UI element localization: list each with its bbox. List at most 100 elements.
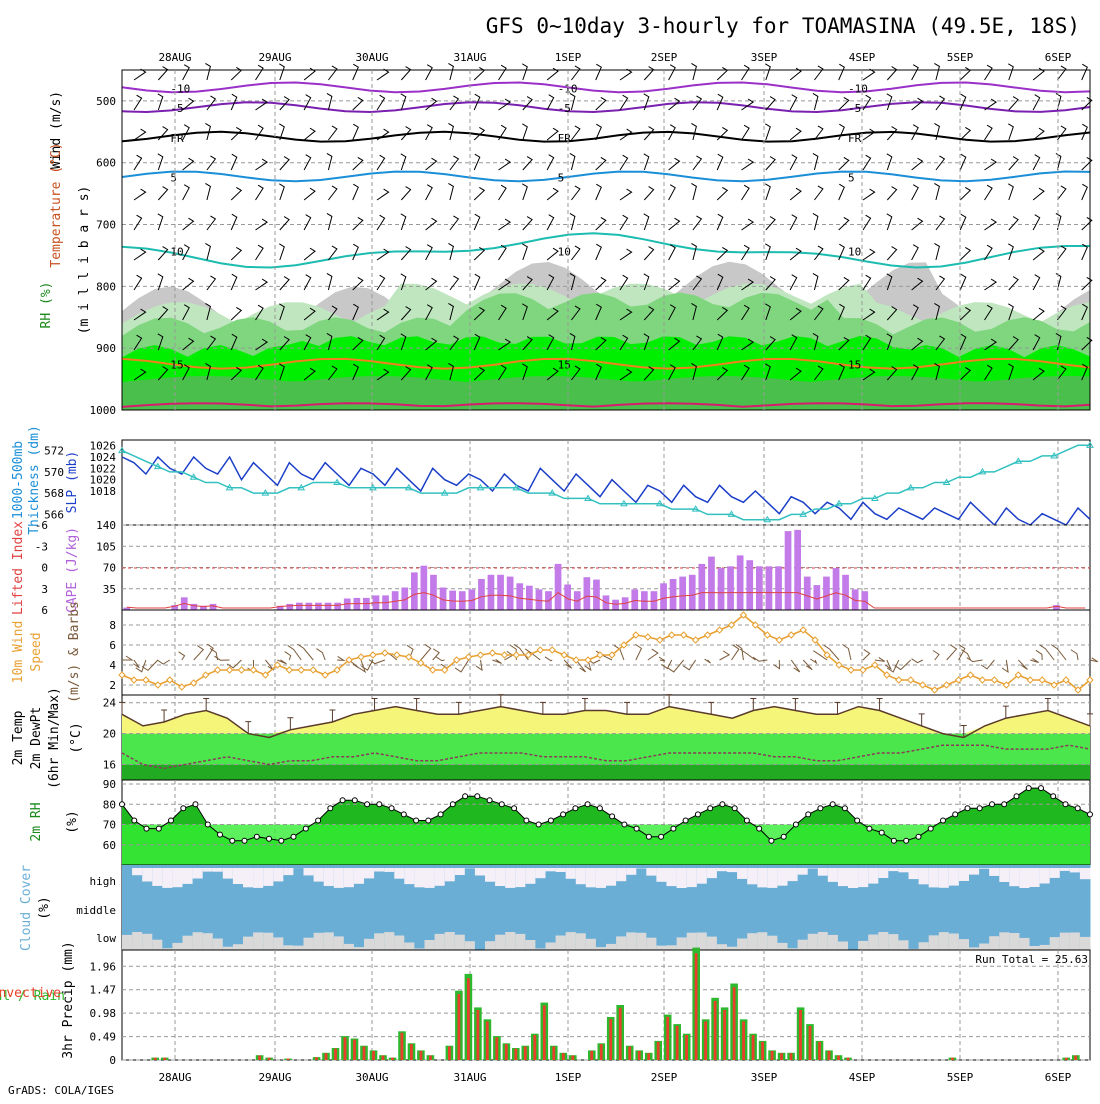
cloud-low-gap <box>818 932 829 950</box>
precip-bar-convective <box>467 978 470 1060</box>
sounding-ytick: 500 <box>96 95 116 108</box>
cloud-low-gap <box>1060 933 1071 950</box>
date-label-top: 4SEP <box>849 51 876 64</box>
cloud-high-gap <box>777 868 788 886</box>
rh-marker <box>806 812 811 817</box>
cloud-high-gap <box>283 868 294 875</box>
rh-marker <box>634 826 639 831</box>
cloud-high-gap <box>525 868 536 884</box>
rh-tick: 80 <box>103 798 116 811</box>
cloud-low-gap <box>485 941 496 950</box>
cloud-high-gap <box>404 868 415 884</box>
thickness-tick: 572 <box>44 445 64 458</box>
cloud-low-gap <box>172 943 183 950</box>
precip-tick: 0.49 <box>90 1031 117 1044</box>
cloud-low-gap <box>263 933 274 950</box>
cloud-low-gap <box>132 932 143 950</box>
date-label-top: 30AUG <box>355 51 388 64</box>
rh-marker <box>830 802 835 807</box>
cloud-column <box>304 865 315 950</box>
cloud-low-gap <box>515 934 526 950</box>
cloud-high-gap <box>1070 868 1081 872</box>
cloud-high-gap <box>334 868 345 888</box>
date-label-bottom: 3SEP <box>751 1071 778 1084</box>
date-label-bottom: 5SEP <box>947 1071 974 1084</box>
rh-marker <box>365 802 370 807</box>
lifted-index-tick: 6 <box>41 604 48 617</box>
cloud-high-gap <box>798 868 809 875</box>
cloud-low-gap <box>898 940 909 950</box>
cloud-low-gap <box>324 932 335 950</box>
rh-marker <box>732 806 737 811</box>
rh-marker <box>622 822 627 827</box>
cloud-high-gap <box>616 868 627 881</box>
date-label-top: 5SEP <box>947 51 974 64</box>
cloud-high-gap <box>535 868 546 878</box>
rh-marker <box>316 818 321 823</box>
rh-marker <box>1063 802 1068 807</box>
temp-label-2: 2m DewPt <box>29 707 44 770</box>
precip-bar-convective <box>514 1049 517 1060</box>
rh-marker <box>977 806 982 811</box>
precip-bar-convective <box>344 1037 347 1060</box>
rh-marker <box>499 802 504 807</box>
precip-bar-convective <box>799 1010 802 1060</box>
temp-tick: 20 <box>103 728 116 741</box>
temp-contour-label: 5 <box>170 171 177 184</box>
date-label-top: 29AUG <box>258 51 291 64</box>
precip-bar-convective <box>818 1042 821 1060</box>
cloud-column <box>717 865 728 950</box>
cape-bar <box>507 577 514 610</box>
date-label-top: 3SEP <box>751 51 778 64</box>
cloud-low-gap <box>314 933 325 950</box>
cloud-low-gap <box>979 944 990 951</box>
rh-marker <box>450 802 455 807</box>
cloud-high-gap <box>374 868 385 872</box>
cape-bar <box>334 603 341 610</box>
chart-title: GFS 0~10day 3-hourly for TOAMASINA (49.5… <box>486 14 1080 38</box>
cloud-low-gap <box>283 945 294 950</box>
rh-tick: 70 <box>103 819 116 832</box>
precip-bar-convective <box>543 1006 546 1061</box>
cloud-label-1: Cloud Cover <box>19 865 34 951</box>
cloud-low-gap <box>213 939 224 951</box>
cloud-low-gap <box>697 933 708 951</box>
cloud-high-gap <box>354 868 365 884</box>
wind-frame <box>122 610 1090 695</box>
temp-label-4: (°C) <box>69 722 84 753</box>
cape-bar <box>833 568 840 610</box>
cloud-low-gap <box>384 932 395 950</box>
rh-marker <box>708 806 713 811</box>
temp-tick: 24 <box>103 697 117 710</box>
cape-tick: 35 <box>103 583 116 596</box>
cape-bar <box>785 531 792 610</box>
rh-marker <box>793 822 798 827</box>
rh-marker <box>1014 794 1019 799</box>
cloud-low-gap <box>1019 938 1030 950</box>
cloud-low-gap <box>949 934 960 951</box>
cloud-high-gap <box>233 868 244 884</box>
cloud-high-gap <box>445 868 456 881</box>
rh-marker <box>818 806 823 811</box>
lifted-index-tick: -6 <box>35 519 48 532</box>
rh-marker <box>291 834 296 839</box>
precip-bar-convective <box>372 1051 375 1060</box>
precip-bar-convective <box>619 1008 622 1060</box>
cloud-high-gap <box>858 868 869 887</box>
rh-marker <box>659 834 664 839</box>
cape-bar <box>814 585 821 610</box>
cloud-low-gap <box>455 935 466 950</box>
cape-bar <box>794 530 801 610</box>
rh-marker <box>120 802 125 807</box>
temp-contour-label: FR <box>848 132 862 145</box>
cloud-low-gap <box>888 934 899 950</box>
cloud-high-gap <box>152 868 163 886</box>
rh-marker <box>1002 802 1007 807</box>
cloud-low-gap <box>505 932 516 950</box>
rh-marker <box>156 826 161 831</box>
thickness-tick: 568 <box>44 487 64 500</box>
precip-run-total: Run Total = 25.63 <box>975 953 1088 966</box>
precip-tick: 1.96 <box>90 960 117 973</box>
temp-contour-label: 10 <box>848 246 861 259</box>
precip-tick: 0.98 <box>90 1007 117 1020</box>
